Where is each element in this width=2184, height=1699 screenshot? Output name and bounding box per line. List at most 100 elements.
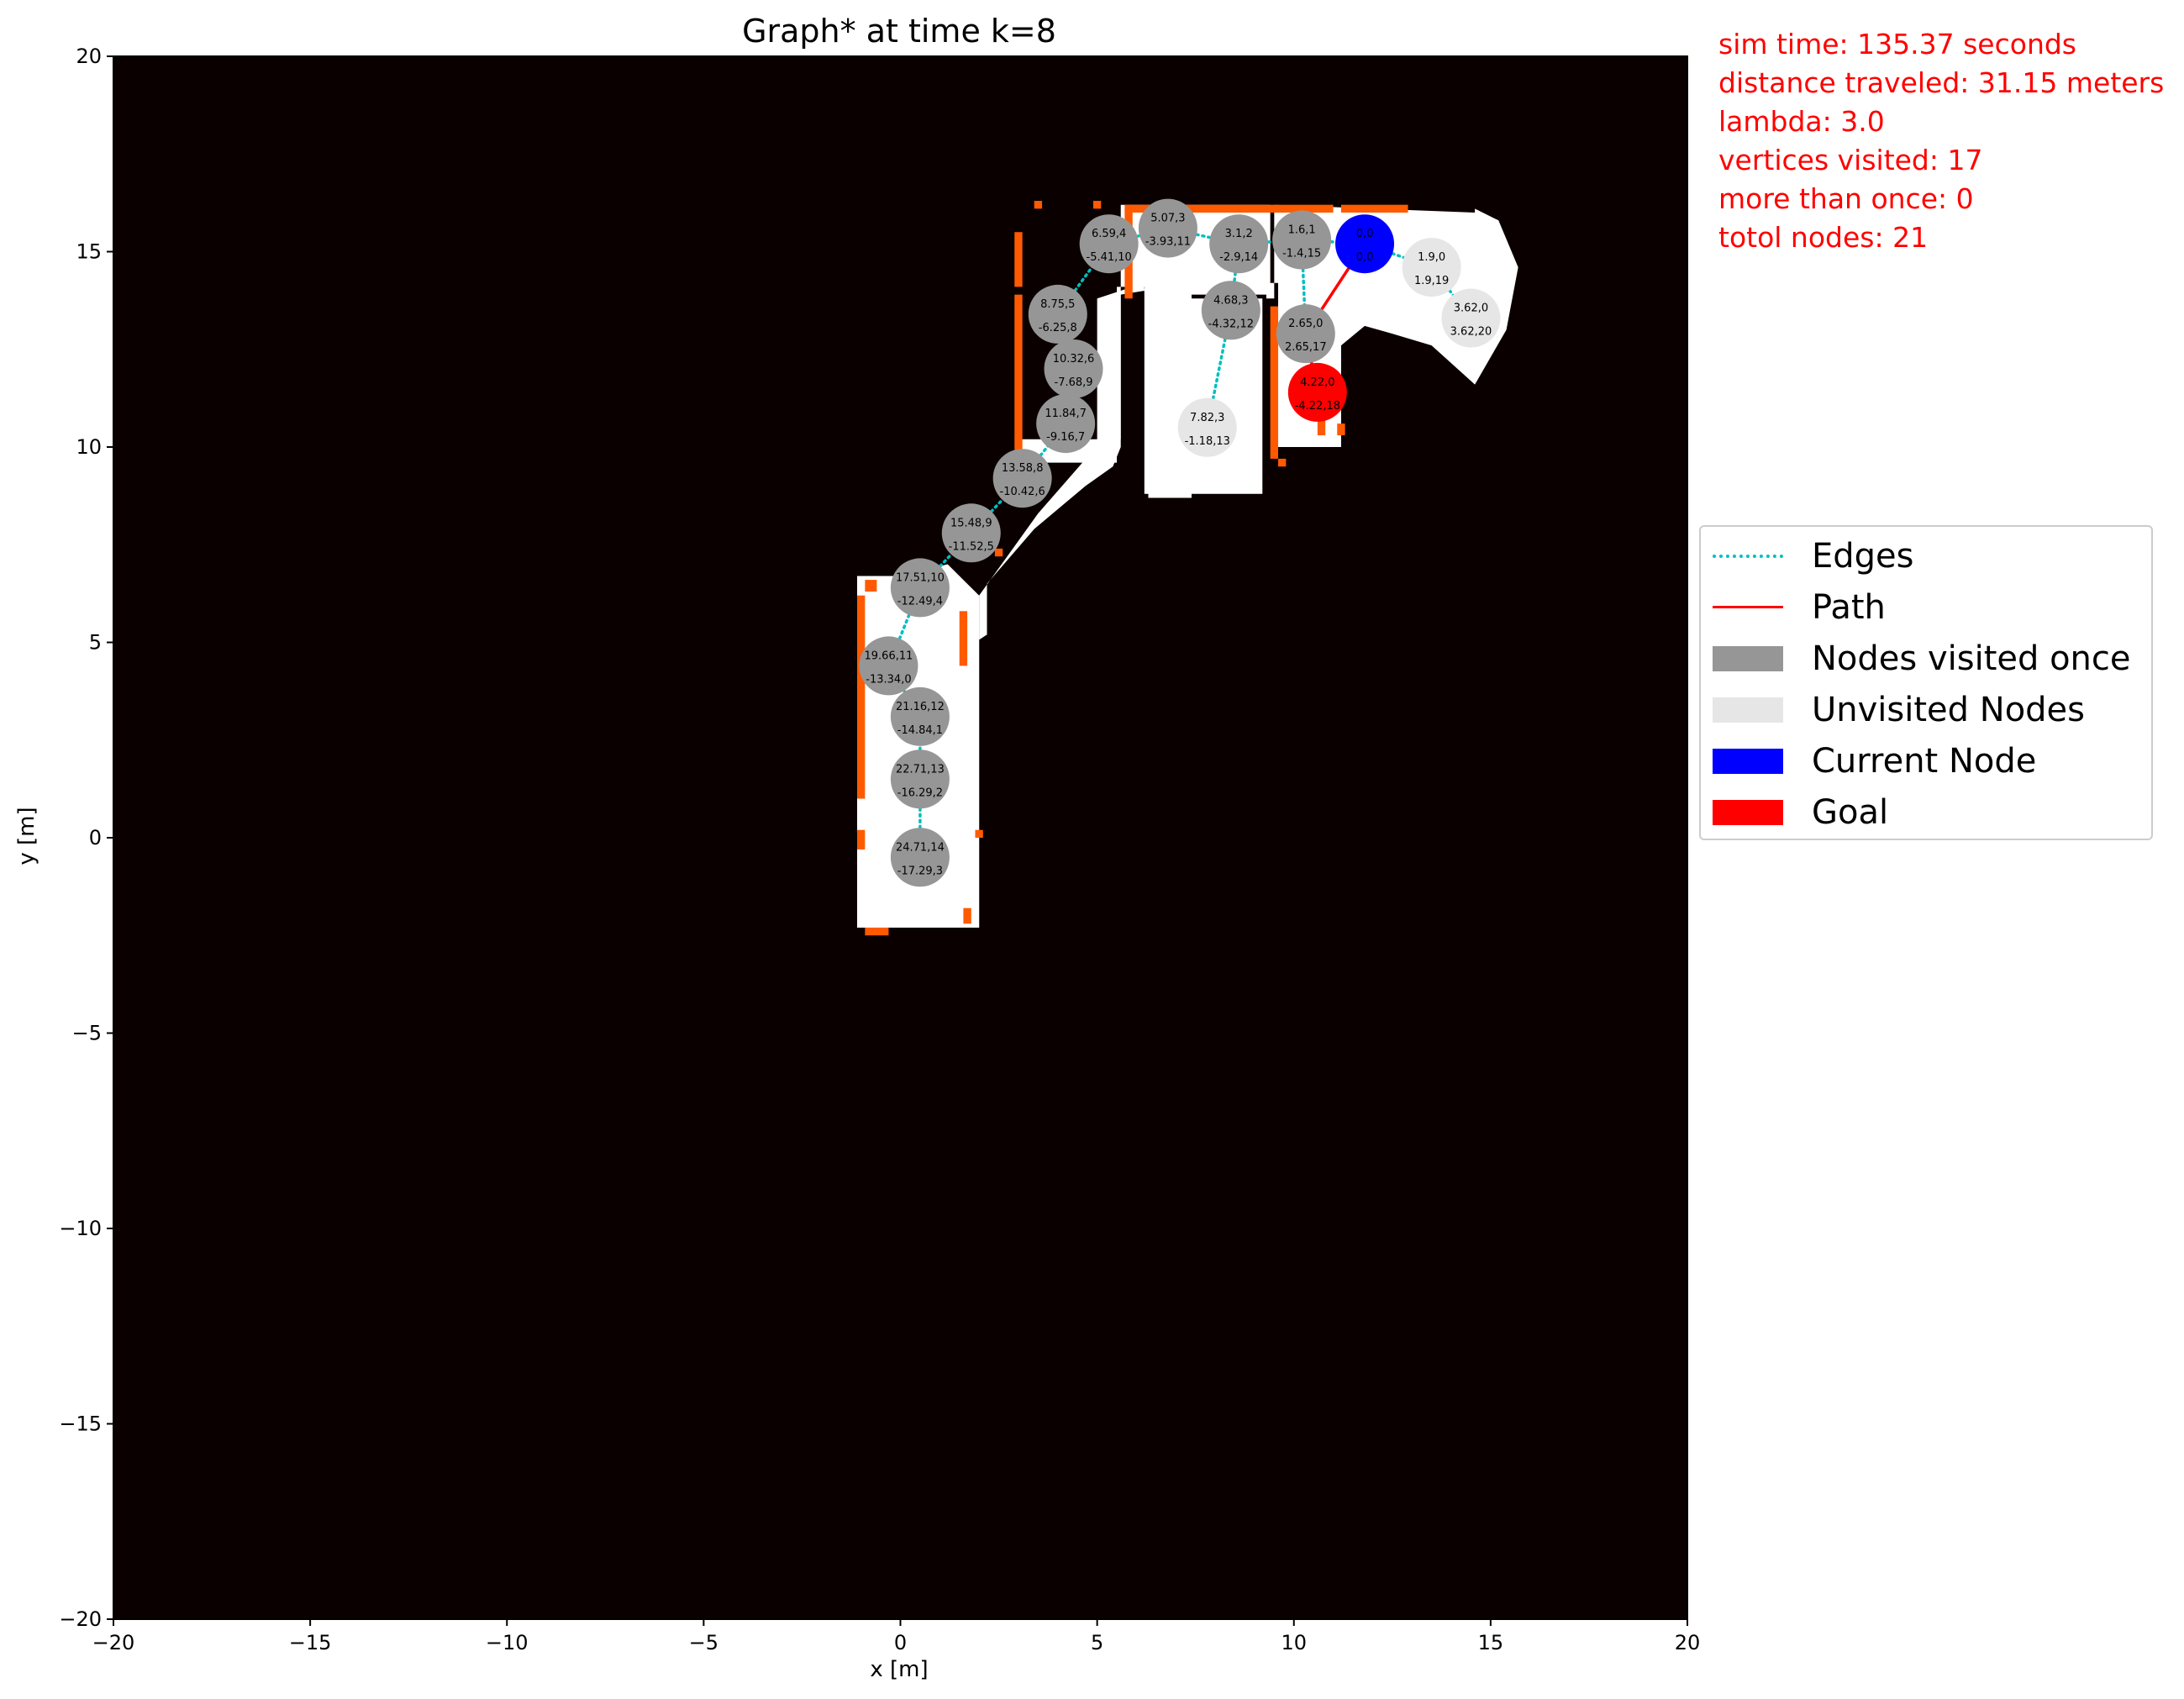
node-label-top: 3.1,2 [1225,228,1253,240]
sim-time-text: sim time: 135.37 seconds [1718,28,2077,60]
graph-edge [1107,226,1170,245]
legend-label-path: Path [1812,588,1886,627]
node-circle [890,828,950,887]
graph-node: 1.9,0 1.9,19 [1402,238,1461,297]
node-label-bottom: 1.9,19 [1414,275,1449,287]
node-label-top: 13.58,8 [1002,462,1044,475]
node-circle [1201,281,1260,340]
legend-item-goal: Goal [1713,792,1888,834]
node-label-top: 5.07,3 [1150,213,1185,225]
x-tick-label: −15 [289,1631,332,1654]
chart-title: Graph* at time k=8 [742,13,1056,50]
node-label-bottom: 3.62,20 [1450,326,1492,339]
node-circle [1028,284,1087,344]
x-tick-label: 5 [1091,1631,1103,1654]
node-label-top: 17.51,10 [896,571,945,584]
node-label-bottom: -1.18,13 [1185,435,1230,448]
node-circle [1209,214,1269,274]
node-label-bottom: -12.49,4 [897,595,943,608]
node-label-top: 0,0 [1356,228,1374,240]
node-label-bottom: -3.93,11 [1145,236,1191,249]
node-label-bottom: -7.68,9 [1055,376,1093,389]
graph-node: 0,0 0,0 [1335,214,1395,274]
y-tick-label: −20 [59,1607,102,1631]
node-label-top: 4.68,3 [1213,294,1248,307]
y-tick-label: −10 [59,1217,102,1240]
node-label-bottom: 2.65,17 [1285,341,1327,354]
graph-node: 22.71,13 -16.29,2 [890,750,950,809]
node-circle [1036,394,1096,454]
node-circle [1441,288,1501,348]
graph-node: 1.6,1 -1.4,15 [1272,210,1332,270]
node-label-top: 3.62,0 [1454,302,1488,315]
node-circle [1079,214,1139,274]
node-label-bottom: -13.34,0 [866,673,911,686]
node-label-top: 7.82,3 [1190,412,1224,424]
node-label-top: 21.16,12 [896,701,945,713]
node-label-bottom: -16.29,2 [897,786,943,799]
x-tick-label: −10 [486,1631,529,1654]
node-label-bottom: -2.9,14 [1219,251,1258,264]
more-than-once-text: more than once: 0 [1718,182,1974,215]
node-label-bottom: -1.4,15 [1282,248,1321,260]
legend-label-unvisited: Unvisited Nodes [1812,691,2085,729]
y-tick-label: 15 [76,240,102,264]
node-label-top: 6.59,4 [1092,228,1126,240]
node-circle [890,750,950,809]
legend-item-current: Current Node [1713,740,2036,782]
distance-text: distance traveled: 31.15 meters [1718,66,2165,99]
graph-node: 6.59,4 -5.41,10 [1079,214,1139,274]
graph-node: 19.66,11 -13.34,0 [859,636,918,696]
node-circle [992,449,1052,508]
legend-label-edges: Edges [1812,537,1914,576]
graph-node: 4.68,3 -4.32,12 [1201,281,1260,340]
y-axis-ticks: −20 −15 −10 −5 0 5 10 15 20 [59,45,113,1631]
obstacle-cell [865,580,877,592]
legend-item-path: Path [1713,586,1886,629]
node-label-bottom: -4.22,18 [1295,400,1340,413]
node-circle [890,558,950,618]
node-label-bottom: -17.29,3 [897,865,943,877]
legend: Edges Path Nodes visited once Unvisited … [1699,525,2153,840]
node-circle [1138,198,1197,258]
sim-info-panel: sim time: 135.37 seconds distance travel… [1718,25,2164,257]
node-label-top: 11.84,7 [1045,408,1087,420]
obstacle-cell [1034,201,1043,209]
edges-swatch [1713,544,1783,569]
node-circle [1276,304,1335,364]
lambda-text: lambda: 3.0 [1718,105,1885,138]
node-label-top: 2.65,0 [1288,318,1323,330]
obstacle-cell [1337,423,1345,436]
node-label-top: 1.9,0 [1418,251,1445,264]
node-circle [859,636,918,696]
graph-node: 3.1,2 -2.9,14 [1209,214,1269,274]
obstacle-cell [1176,204,1334,213]
graph-node: 4.22,0 -4.22,18 [1287,362,1347,422]
graph-node: 10.32,6 -7.68,9 [1044,339,1103,398]
x-axis-ticks: −20 −15 −10 −5 0 5 10 15 20 [92,1619,1701,1654]
visited-swatch [1713,646,1783,671]
node-label-bottom: -11.52,5 [949,540,994,553]
node-label-top: 10.32,6 [1053,353,1095,366]
node-circle [1287,362,1347,422]
x-tick-label: −20 [92,1631,135,1654]
nodes-layer: 0,0 0,0 4.22,0 -4.22,18 1.6,1 -1.4,15 3.1,2 -2.… [859,198,1501,887]
legend-item-visited: Nodes visited once [1713,638,2131,680]
total-nodes-text: totol nodes: 21 [1718,221,1929,254]
node-label-bottom: -4.32,12 [1208,318,1254,330]
obstacle-cell [1014,294,1023,455]
node-label-top: 22.71,13 [896,763,945,776]
node-label-bottom: -6.25,8 [1039,322,1077,334]
graph-node: 2.65,0 2.65,17 [1276,304,1335,364]
graph-node: 11.84,7 -9.16,7 [1036,394,1096,454]
graph-node: 15.48,9 -11.52,5 [941,503,1001,563]
x-tick-label: 20 [1675,1631,1701,1654]
obstacle-cell [1317,408,1326,436]
x-tick-label: 0 [894,1631,907,1654]
legend-item-edges: Edges [1713,535,1914,577]
y-axis-label: y [m] [14,807,39,865]
obstacle-cell [1014,232,1023,287]
legend-label-goal: Goal [1812,793,1889,832]
node-label-bottom: -5.41,10 [1087,251,1132,264]
